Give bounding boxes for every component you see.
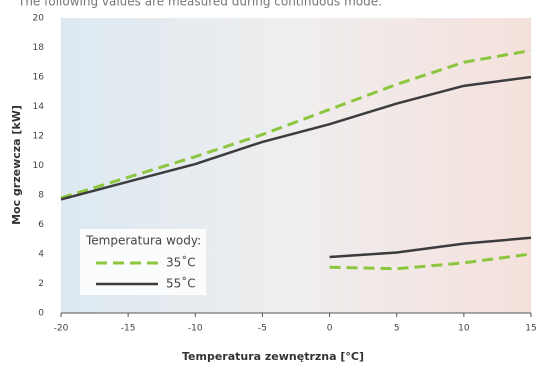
y-tick-label: 2: [38, 279, 44, 289]
y-tick-label: 16: [33, 73, 45, 83]
y-tick-label: 14: [33, 102, 45, 112]
y-tick-label: 10: [33, 161, 45, 171]
y-tick-label: 4: [38, 250, 44, 260]
legend-title: Temperatura wody:: [85, 234, 201, 248]
y-tick-label: 18: [33, 43, 45, 53]
legend-label: 55˚C: [166, 276, 196, 291]
x-tick-label: -15: [121, 324, 136, 334]
series-line: [60, 48, 532, 271]
legend-label: 35˚C: [166, 255, 196, 270]
y-axis-title: Moc grzewcza [kW]: [10, 105, 23, 225]
x-tick-label: 5: [394, 324, 400, 334]
series-line: [60, 75, 532, 259]
x-tick-label: -5: [258, 324, 267, 334]
subtitle: The following values are measured during…: [17, 0, 382, 9]
x-tick-label: -10: [188, 324, 203, 334]
x-tick-label: 0: [327, 324, 333, 334]
x-tick-label: 15: [525, 324, 536, 334]
x-tick-label: -20: [54, 324, 69, 334]
x-axis-title: Temperatura zewnętrzna [°C]: [182, 350, 364, 363]
y-tick-label: 12: [33, 132, 44, 142]
x-tick-label: 10: [458, 324, 470, 334]
y-tick-label: 20: [33, 14, 45, 24]
y-tick-label: 8: [38, 191, 44, 201]
y-tick-label: 0: [38, 309, 44, 319]
y-tick-label: 6: [38, 220, 44, 230]
